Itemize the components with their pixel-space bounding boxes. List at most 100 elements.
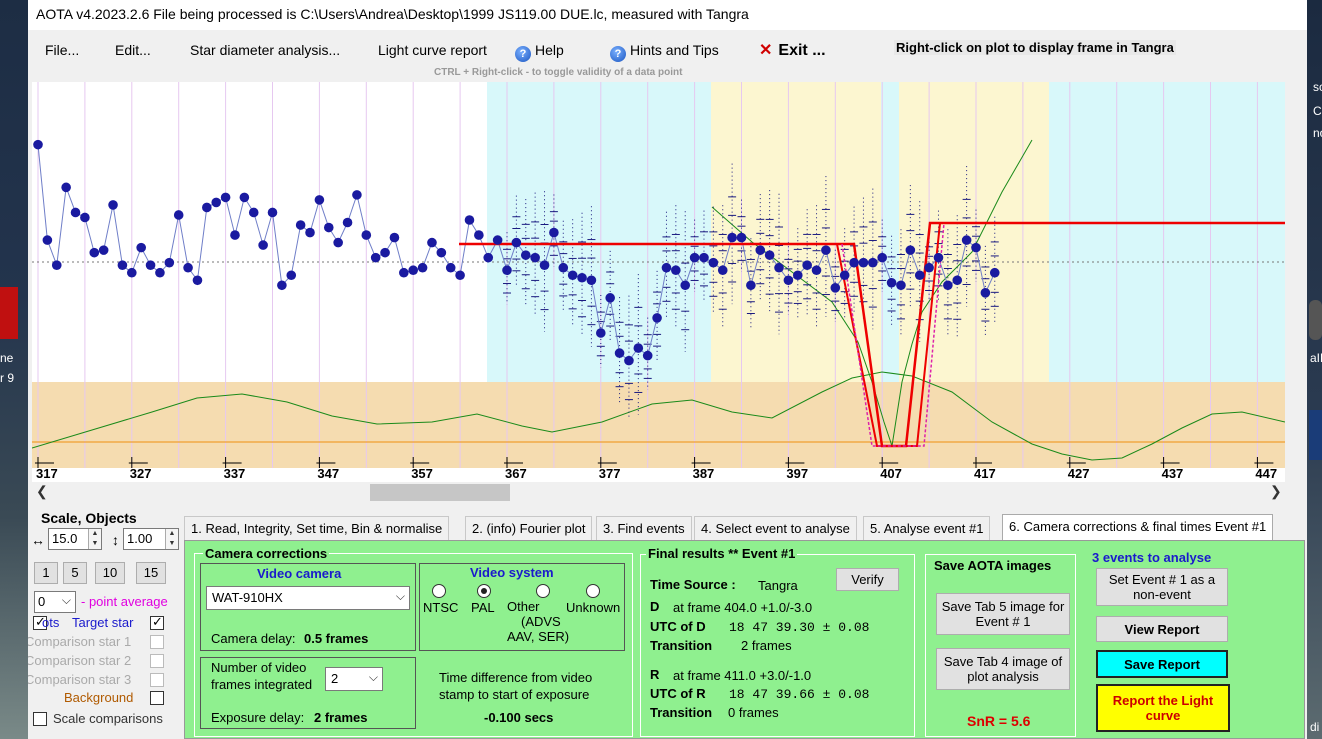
data-point[interactable] [164, 257, 175, 268]
ntsc-radio[interactable] [432, 584, 446, 598]
data-point[interactable] [511, 237, 522, 248]
light-curve-plot[interactable]: 317 327 337 347 357 367 377 387 397 407 417 427 437 4… [32, 82, 1285, 482]
plot-canvas[interactable]: 317 327 337 347 357 367 377 387 397 407 417 427 437 4… [32, 82, 1285, 482]
data-point[interactable] [342, 217, 353, 228]
data-point[interactable] [314, 195, 325, 205]
data-point[interactable] [239, 192, 250, 203]
data-point[interactable] [980, 288, 991, 298]
comparison-star-1-checkbox[interactable] [150, 635, 164, 649]
tab-camera-corrections[interactable]: 6. Camera corrections & final times Even… [1002, 514, 1274, 542]
save-report-button[interactable]: Save Report [1096, 650, 1228, 678]
data-point[interactable] [586, 275, 597, 286]
menu-hints[interactable]: ? Hints and Tips [610, 42, 719, 62]
data-point[interactable] [408, 265, 419, 276]
data-point[interactable] [792, 270, 803, 281]
data-point[interactable] [774, 262, 784, 273]
data-point[interactable] [924, 262, 934, 273]
data-point[interactable] [952, 275, 963, 286]
other-radio[interactable] [536, 584, 550, 598]
show-points-checkbox[interactable]: ✓ [33, 614, 47, 630]
tab-find-events[interactable]: 3. Find events [596, 516, 692, 540]
data-point[interactable] [445, 262, 456, 273]
data-point[interactable] [305, 227, 315, 238]
data-points[interactable] [33, 139, 1000, 366]
data-point[interactable] [455, 270, 465, 281]
data-point[interactable] [183, 262, 193, 273]
data-point[interactable] [849, 257, 859, 268]
data-point[interactable] [192, 275, 203, 286]
data-point[interactable] [746, 280, 756, 291]
data-point[interactable] [708, 257, 719, 268]
data-point[interactable] [248, 207, 259, 218]
scale-comparisons-checkbox[interactable] [33, 712, 47, 726]
data-point[interactable] [145, 260, 156, 270]
comparison-star-3-checkbox[interactable] [150, 673, 164, 687]
data-point[interactable] [727, 232, 737, 243]
menu-light-curve-report[interactable]: Light curve report [378, 42, 487, 58]
data-point[interactable] [89, 247, 100, 258]
data-point[interactable] [671, 265, 681, 276]
spinner-arrows-icon[interactable]: ▲ ▼ [165, 529, 178, 549]
comparison-star-2-checkbox[interactable] [150, 654, 164, 668]
data-point[interactable] [821, 245, 831, 255]
data-point[interactable] [652, 313, 662, 323]
data-point[interactable] [905, 245, 916, 255]
desktop-app-icon[interactable] [1309, 410, 1322, 460]
data-point[interactable] [333, 237, 343, 248]
data-point[interactable] [51, 260, 62, 270]
data-point[interactable] [549, 227, 559, 238]
vertical-scale-spinner[interactable]: 1.00 ▲ ▼ [123, 528, 179, 550]
data-point[interactable] [474, 230, 484, 240]
data-point[interactable] [389, 232, 400, 243]
data-point[interactable] [971, 242, 981, 253]
data-point[interactable] [277, 280, 287, 291]
data-point[interactable] [286, 270, 297, 281]
data-point[interactable] [492, 235, 503, 245]
data-point[interactable] [642, 350, 653, 361]
data-point[interactable] [220, 192, 231, 203]
data-point[interactable] [417, 262, 428, 273]
data-point[interactable] [811, 265, 822, 276]
data-point[interactable] [436, 247, 447, 258]
data-point[interactable] [764, 250, 775, 260]
report-light-curve-button[interactable]: Report the Light curve [1096, 684, 1230, 732]
data-point[interactable] [596, 328, 606, 338]
data-point[interactable] [624, 355, 634, 366]
data-point[interactable] [127, 267, 137, 278]
data-point[interactable] [136, 242, 146, 253]
scale-button-1[interactable]: 1 [34, 562, 58, 584]
data-point[interactable] [173, 210, 184, 220]
data-point[interactable] [155, 267, 165, 278]
tab-fourier-plot[interactable]: 2. (info) Fourier plot [465, 516, 593, 540]
gear-icon[interactable] [1309, 300, 1322, 340]
data-point[interactable] [633, 343, 644, 353]
data-point[interactable] [886, 277, 897, 288]
menu-star-diameter[interactable]: Star diameter analysis... [190, 42, 341, 58]
horizontal-scale-spinner[interactable]: 15.0 ▲ ▼ [48, 528, 102, 550]
data-point[interactable] [211, 197, 222, 208]
data-point[interactable] [839, 270, 850, 281]
pal-radio[interactable] [477, 584, 491, 598]
data-point[interactable] [830, 282, 841, 293]
menu-edit[interactable]: Edit... [115, 42, 151, 58]
menu-help[interactable]: ? Help [515, 42, 564, 62]
menu-exit[interactable]: ✕ Exit ... [759, 40, 826, 60]
data-point[interactable] [202, 202, 212, 213]
data-point[interactable] [117, 260, 128, 270]
data-point[interactable] [80, 212, 90, 223]
unknown-radio[interactable] [586, 584, 600, 598]
scroll-left-icon[interactable]: ❮ [36, 483, 48, 499]
point-average-select[interactable]: 0 ⌵ [34, 591, 76, 613]
data-point[interactable] [699, 252, 709, 263]
data-point[interactable] [464, 215, 475, 225]
spinner-arrows-icon[interactable]: ▲ ▼ [88, 529, 101, 549]
tab-analyse-event[interactable]: 5. Analyse event #1 [863, 516, 991, 540]
data-point[interactable] [380, 247, 390, 258]
tab-read-integrity[interactable]: 1. Read, Integrity, Set time, Bin & norm… [184, 516, 450, 540]
data-point[interactable] [989, 267, 1000, 278]
scale-button-15[interactable]: 15 [136, 562, 166, 584]
data-point[interactable] [295, 220, 306, 230]
data-point[interactable] [98, 245, 109, 255]
data-point[interactable] [427, 237, 437, 248]
data-point[interactable] [943, 280, 953, 291]
